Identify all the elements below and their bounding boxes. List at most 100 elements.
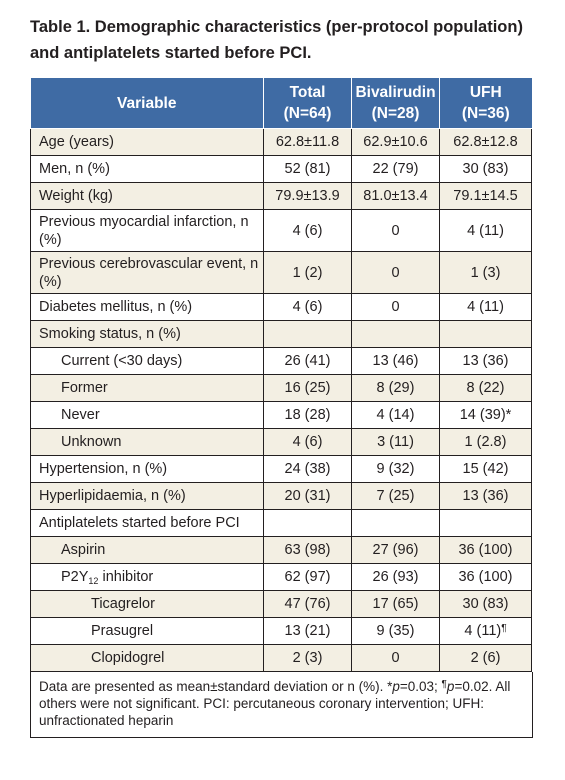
row-label: Diabetes mellitus, n (%) <box>30 293 264 321</box>
table-row: Current (<30 days) 26 (41) 13 (46) 13 (3… <box>30 347 532 375</box>
row-label: Ticagrelor <box>30 590 264 618</box>
cell-total: 4 (6) <box>263 428 352 456</box>
cell-total: 2 (3) <box>263 644 352 672</box>
cell-total: 52 (81) <box>263 155 352 183</box>
cell-bivalirudin <box>351 509 440 537</box>
cell-total: 79.9±13.9 <box>263 182 352 210</box>
cell-bivalirudin: 0 <box>351 644 440 672</box>
row-label: Antiplatelets started before PCI <box>30 509 264 537</box>
cell-ufh: 2 (6) <box>439 644 532 672</box>
table-row: Previous myocardial infarction, n (%) 4 … <box>30 209 532 252</box>
cell-bivalirudin: 22 (79) <box>351 155 440 183</box>
table-row: Age (years) 62.8±11.8 62.9±10.6 62.8±12.… <box>30 128 532 156</box>
cell-total: 62 (97) <box>263 563 352 591</box>
header-variable: Variable <box>30 78 264 129</box>
cell-ufh: 4 (11)¶ <box>439 617 532 645</box>
row-label: Weight (kg) <box>30 182 264 210</box>
cell-ufh: 36 (100) <box>439 536 532 564</box>
cell-total: 4 (6) <box>263 209 352 252</box>
cell-ufh: 79.1±14.5 <box>439 182 532 210</box>
cell-total <box>263 320 352 348</box>
table-caption: Table 1. Demographic characteristics (pe… <box>30 14 540 66</box>
row-label: Previous cerebrovascular event, n (%) <box>30 251 264 294</box>
table-row: Former 16 (25) 8 (29) 8 (22) <box>30 374 532 402</box>
row-label: Smoking status, n (%) <box>30 320 264 348</box>
demographics-table-container: Variable Total (N=64) Bivalirudin (N=28) U… <box>30 78 533 738</box>
cell-ufh: 8 (22) <box>439 374 532 402</box>
cell-ufh: 30 (83) <box>439 155 532 183</box>
table-row: Aspirin 63 (98) 27 (96) 36 (100) <box>30 536 532 564</box>
subscript-12: 12 <box>88 576 99 586</box>
cell-ufh <box>439 320 532 348</box>
header-ufh: UFH (N=36) <box>439 78 532 129</box>
table-row: Hypertension, n (%) 24 (38) 9 (32) 15 (4… <box>30 455 532 483</box>
cell-ufh: 4 (11) <box>439 209 532 252</box>
row-label: Hyperlipidaemia, n (%) <box>30 482 264 510</box>
cell-bivalirudin <box>351 320 440 348</box>
table-row: Unknown 4 (6) 3 (11) 1 (2.8) <box>30 428 532 456</box>
cell-total: 63 (98) <box>263 536 352 564</box>
caption-line-2: and antiplatelets started before PCI. <box>30 44 312 62</box>
row-label: Current (<30 days) <box>30 347 264 375</box>
cell-total: 1 (2) <box>263 251 352 294</box>
cell-ufh <box>439 509 532 537</box>
cell-bivalirudin: 3 (11) <box>351 428 440 456</box>
row-label: Men, n (%) <box>30 155 264 183</box>
table-row: Ticagrelor 47 (76) 17 (65) 30 (83) <box>30 590 532 618</box>
table-row: Diabetes mellitus, n (%) 4 (6) 0 4 (11) <box>30 293 532 321</box>
cell-ufh: 13 (36) <box>439 482 532 510</box>
cell-ufh: 13 (36) <box>439 347 532 375</box>
cell-bivalirudin: 17 (65) <box>351 590 440 618</box>
row-label: Unknown <box>30 428 264 456</box>
header-bivalirudin: Bivalirudin (N=28) <box>351 78 440 129</box>
cell-bivalirudin: 8 (29) <box>351 374 440 402</box>
cell-ufh: 1 (3) <box>439 251 532 294</box>
cell-total: 26 (41) <box>263 347 352 375</box>
demographics-table: Variable Total (N=64) Bivalirudin (N=28) U… <box>30 78 532 672</box>
table-row: Never 18 (28) 4 (14) 14 (39)* <box>30 401 532 429</box>
cell-bivalirudin: 4 (14) <box>351 401 440 429</box>
row-label: Former <box>30 374 264 402</box>
caption-line-1: Table 1. Demographic characteristics (pe… <box>30 18 523 36</box>
cell-total: 20 (31) <box>263 482 352 510</box>
cell-bivalirudin: 62.9±10.6 <box>351 128 440 156</box>
cell-bivalirudin: 0 <box>351 293 440 321</box>
cell-ufh: 62.8±12.8 <box>439 128 532 156</box>
cell-bivalirudin: 26 (93) <box>351 563 440 591</box>
cell-bivalirudin: 81.0±13.4 <box>351 182 440 210</box>
table-header-row: Variable Total (N=64) Bivalirudin (N=28) U… <box>30 78 532 129</box>
cell-total: 18 (28) <box>263 401 352 429</box>
cell-ufh: 1 (2.8) <box>439 428 532 456</box>
cell-total: 47 (76) <box>263 590 352 618</box>
table-row: Weight (kg) 79.9±13.9 81.0±13.4 79.1±14.… <box>30 182 532 210</box>
cell-ufh: 36 (100) <box>439 563 532 591</box>
cell-total: 13 (21) <box>263 617 352 645</box>
cell-total: 24 (38) <box>263 455 352 483</box>
cell-bivalirudin: 0 <box>351 209 440 252</box>
cell-total: 62.8±11.8 <box>263 128 352 156</box>
table-row: Antiplatelets started before PCI <box>30 509 532 537</box>
cell-bivalirudin: 9 (32) <box>351 455 440 483</box>
cell-bivalirudin: 9 (35) <box>351 617 440 645</box>
row-label: Previous myocardial infarction, n (%) <box>30 209 264 252</box>
cell-bivalirudin: 0 <box>351 251 440 294</box>
row-label: Age (years) <box>30 128 264 156</box>
cell-total: 4 (6) <box>263 293 352 321</box>
table-row: Men, n (%) 52 (81) 22 (79) 30 (83) <box>30 155 532 183</box>
table-row: P2Y12 inhibitor 62 (97) 26 (93) 36 (100) <box>30 563 532 591</box>
row-label: Aspirin <box>30 536 264 564</box>
cell-bivalirudin: 7 (25) <box>351 482 440 510</box>
cell-ufh: 30 (83) <box>439 590 532 618</box>
cell-ufh: 15 (42) <box>439 455 532 483</box>
cell-ufh: 4 (11) <box>439 293 532 321</box>
header-total: Total (N=64) <box>263 78 352 129</box>
table-row: Clopidogrel 2 (3) 0 2 (6) <box>30 644 532 672</box>
row-label: P2Y12 inhibitor <box>30 563 264 591</box>
table-footnote: Data are presented as mean±standard devi… <box>30 672 533 738</box>
pilcrow-mark: ¶ <box>501 623 507 634</box>
row-label: Clopidogrel <box>30 644 264 672</box>
cell-total <box>263 509 352 537</box>
cell-bivalirudin: 13 (46) <box>351 347 440 375</box>
table-row: Prasugrel 13 (21) 9 (35) 4 (11)¶ <box>30 617 532 645</box>
cell-total: 16 (25) <box>263 374 352 402</box>
